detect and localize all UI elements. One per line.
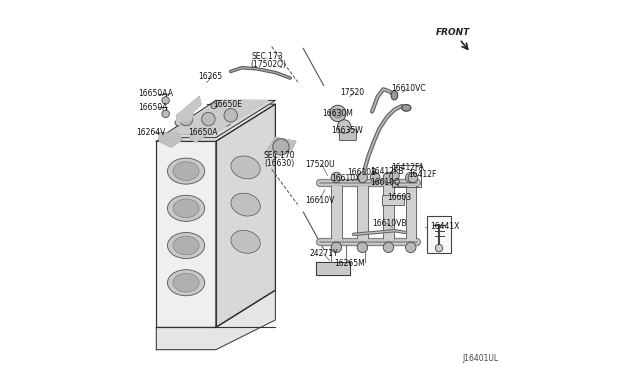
Circle shape xyxy=(333,109,342,118)
Text: 16650A: 16650A xyxy=(188,128,218,137)
Circle shape xyxy=(273,139,289,155)
Ellipse shape xyxy=(195,119,211,126)
Bar xyxy=(406,185,416,240)
Text: 16603: 16603 xyxy=(387,193,412,202)
Ellipse shape xyxy=(231,156,260,179)
Text: (16630): (16630) xyxy=(264,159,295,168)
Ellipse shape xyxy=(173,162,199,180)
Text: 16650E: 16650E xyxy=(213,100,242,109)
FancyBboxPatch shape xyxy=(339,129,356,141)
Ellipse shape xyxy=(391,91,397,100)
Ellipse shape xyxy=(168,270,205,296)
Text: 16412FA: 16412FA xyxy=(392,163,424,172)
Circle shape xyxy=(202,112,215,126)
Circle shape xyxy=(390,171,399,181)
Polygon shape xyxy=(156,290,275,350)
Circle shape xyxy=(383,242,394,253)
Circle shape xyxy=(162,110,170,118)
Text: 16650AA: 16650AA xyxy=(138,89,173,98)
Bar xyxy=(383,185,394,240)
Polygon shape xyxy=(177,97,201,123)
Text: 16441X: 16441X xyxy=(429,222,459,231)
Text: 16635W: 16635W xyxy=(331,126,363,135)
Text: 16610Q: 16610Q xyxy=(370,178,400,187)
Polygon shape xyxy=(216,104,275,327)
Text: 16610V: 16610V xyxy=(305,196,335,205)
Text: 16265: 16265 xyxy=(198,72,222,81)
Circle shape xyxy=(331,172,342,183)
Ellipse shape xyxy=(168,158,205,184)
Text: 24271Y: 24271Y xyxy=(310,249,338,258)
Circle shape xyxy=(406,242,416,253)
Polygon shape xyxy=(316,262,349,275)
Polygon shape xyxy=(168,100,268,134)
Bar xyxy=(357,185,367,240)
Text: 16412FB: 16412FB xyxy=(370,167,403,176)
Polygon shape xyxy=(190,126,209,142)
Ellipse shape xyxy=(216,119,231,126)
Text: 16412F: 16412F xyxy=(408,170,436,179)
Circle shape xyxy=(179,112,193,126)
Polygon shape xyxy=(160,100,275,138)
Circle shape xyxy=(211,103,217,109)
Circle shape xyxy=(331,242,342,253)
Circle shape xyxy=(408,173,418,183)
Circle shape xyxy=(337,120,351,133)
Text: SEC.173: SEC.173 xyxy=(252,52,283,61)
Circle shape xyxy=(435,244,443,252)
Text: 16610X: 16610X xyxy=(331,174,360,183)
Circle shape xyxy=(357,242,367,253)
Text: 17520: 17520 xyxy=(340,88,365,97)
Circle shape xyxy=(370,172,380,182)
Text: J16401UL: J16401UL xyxy=(463,354,499,363)
Ellipse shape xyxy=(168,195,205,221)
Text: 16264V: 16264V xyxy=(136,128,165,137)
Ellipse shape xyxy=(231,193,260,216)
Circle shape xyxy=(406,172,416,183)
Ellipse shape xyxy=(173,199,199,218)
Text: 16650A: 16650A xyxy=(138,103,168,112)
Ellipse shape xyxy=(231,230,260,253)
Text: FRONT: FRONT xyxy=(436,28,470,37)
Circle shape xyxy=(162,97,170,104)
Circle shape xyxy=(357,172,367,183)
Polygon shape xyxy=(159,132,182,147)
Circle shape xyxy=(330,105,346,122)
Text: 16610B: 16610B xyxy=(348,168,377,177)
Ellipse shape xyxy=(402,105,411,111)
Ellipse shape xyxy=(173,273,199,292)
Polygon shape xyxy=(156,141,216,327)
Bar xyxy=(331,185,342,240)
Text: SEC.170: SEC.170 xyxy=(264,151,295,160)
Ellipse shape xyxy=(175,119,190,126)
Text: 16610VC: 16610VC xyxy=(392,84,426,93)
Text: 16630M: 16630M xyxy=(322,109,353,118)
Polygon shape xyxy=(156,104,275,141)
Circle shape xyxy=(383,172,394,183)
FancyBboxPatch shape xyxy=(427,216,451,253)
Text: (17502Q): (17502Q) xyxy=(250,60,286,69)
Text: 16610VB: 16610VB xyxy=(372,219,406,228)
Circle shape xyxy=(224,109,237,122)
Text: 16265M: 16265M xyxy=(334,259,365,268)
Polygon shape xyxy=(266,138,296,153)
Ellipse shape xyxy=(173,236,199,255)
Text: 17520U: 17520U xyxy=(305,160,335,169)
Ellipse shape xyxy=(168,232,205,259)
FancyBboxPatch shape xyxy=(383,195,404,205)
